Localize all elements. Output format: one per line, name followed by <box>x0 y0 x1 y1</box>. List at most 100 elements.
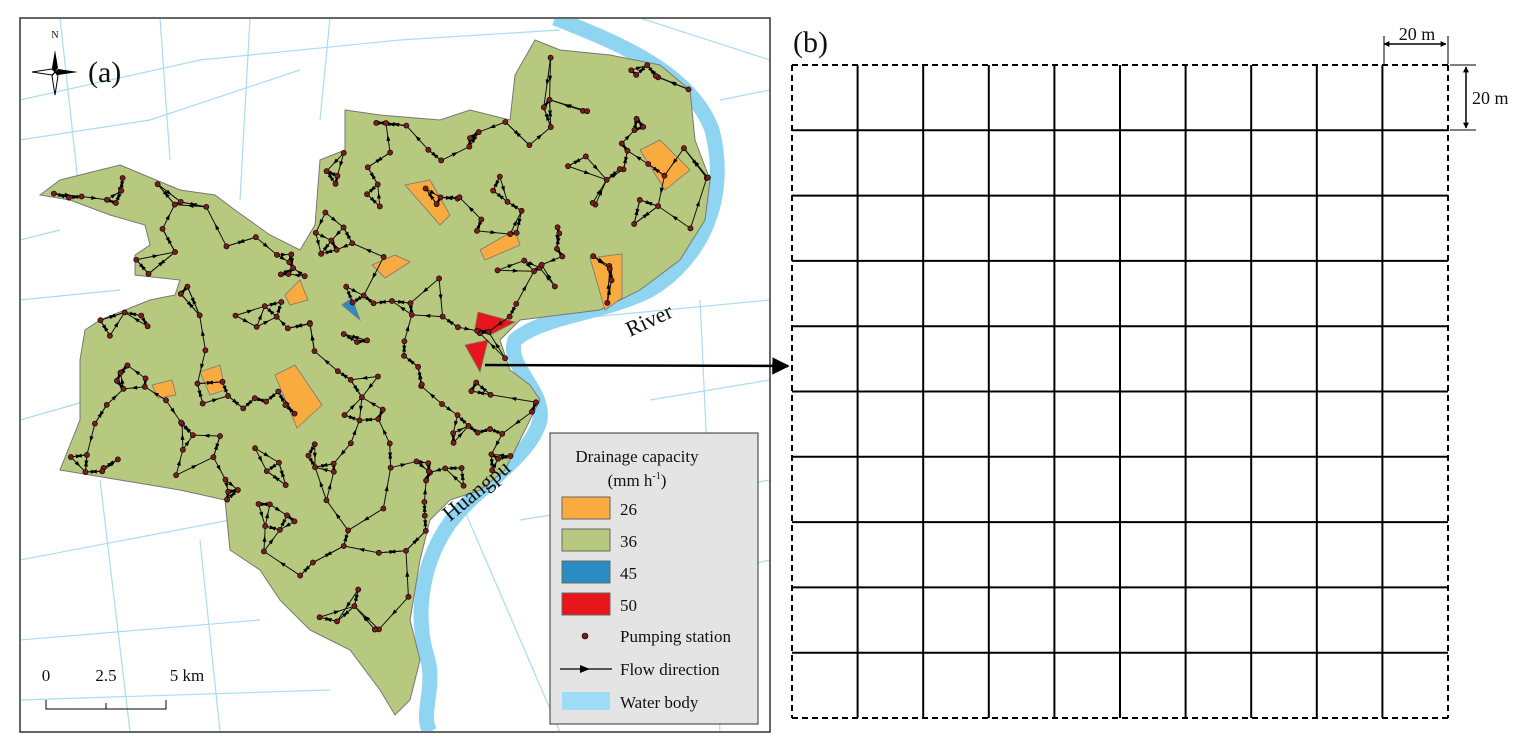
flow-arrow <box>415 135 421 142</box>
flow-arrow <box>671 215 678 221</box>
legend-label: Water body <box>620 693 699 712</box>
flow-arrow <box>268 538 274 545</box>
pumping-station <box>606 265 613 272</box>
flow-arrow <box>500 456 508 460</box>
pumping-station <box>307 320 313 327</box>
flow-arrow <box>379 300 386 305</box>
flow-arrow <box>355 295 362 301</box>
north-arrow: N <box>31 30 78 96</box>
flow-arrow <box>470 136 476 143</box>
pumping-station <box>251 395 258 402</box>
pumping-station <box>407 300 414 307</box>
flow-arrow <box>544 113 549 121</box>
flow-arrow <box>525 262 532 269</box>
pumping-station <box>379 406 386 413</box>
flow-arrow <box>422 505 427 512</box>
pumping-station <box>114 456 121 463</box>
pumping-station <box>474 429 481 436</box>
flow-arrow <box>335 230 341 237</box>
flow-arrow <box>176 459 181 466</box>
flow-arrow <box>273 476 280 482</box>
pumping-station <box>467 135 473 141</box>
pumping-station <box>356 417 363 424</box>
pumping-station <box>349 240 356 247</box>
pumping-station <box>334 172 341 179</box>
pumping-station <box>133 256 140 263</box>
flow-arrow <box>110 193 117 199</box>
flow-arrow <box>259 511 263 518</box>
pumping-station <box>333 246 340 253</box>
flow-arrow <box>649 68 655 75</box>
pumping-station <box>103 401 110 408</box>
pumping-station <box>645 161 652 167</box>
pumping-station <box>624 147 631 154</box>
flow-arrow <box>261 502 268 507</box>
pumping-station <box>66 194 72 201</box>
pumping-station <box>631 221 638 227</box>
flow-arrow <box>659 187 664 194</box>
flow-arrow <box>545 79 550 86</box>
flow-arrow <box>402 345 407 352</box>
flow-arrow <box>335 512 341 519</box>
pumping-station <box>261 548 267 555</box>
pumping-station <box>347 376 354 383</box>
pumping-station <box>655 203 661 210</box>
map <box>21 19 769 731</box>
flow-arrow <box>521 284 527 292</box>
pumping-station <box>439 313 446 320</box>
flow-arrow <box>372 272 377 279</box>
flow-arrow <box>400 463 407 468</box>
flow-arrow <box>388 122 395 127</box>
flow-arrow <box>513 130 520 136</box>
flow-arrow <box>405 325 410 332</box>
flow-arrow <box>206 380 213 385</box>
flow-arrow <box>375 158 382 164</box>
pumping-station <box>685 86 692 93</box>
flow-arrow <box>358 339 366 344</box>
pumping-station <box>263 468 270 474</box>
pumping-station <box>340 331 347 337</box>
pumping-station <box>178 419 184 426</box>
pumping-station <box>172 249 178 255</box>
pumping-station <box>355 586 362 593</box>
flow-arrow <box>495 180 500 187</box>
pumping-station <box>466 143 473 150</box>
legend-label: 45 <box>620 564 637 583</box>
pumping-station <box>144 323 151 330</box>
legend-swatch <box>561 528 611 552</box>
legend-unit: (mm h-1) <box>608 471 667 490</box>
pumping-station <box>334 368 341 375</box>
flow-arrow <box>565 104 572 109</box>
pumping-station <box>538 261 545 268</box>
pumping-station <box>442 465 449 472</box>
flow-arrow <box>419 462 425 469</box>
pumping-station <box>460 482 467 489</box>
pumping-station <box>349 299 356 306</box>
flow-arrow <box>340 449 346 456</box>
flow-arrow <box>583 170 591 174</box>
flow-arrow <box>369 401 376 407</box>
pumping-station <box>145 270 152 277</box>
pumping-station <box>380 505 387 512</box>
pumping-station <box>490 187 497 194</box>
flow-arrow <box>323 359 330 365</box>
pumping-station <box>330 468 337 475</box>
flow-arrow <box>343 610 350 616</box>
flow-arrow <box>228 481 234 487</box>
pumping-station <box>487 426 493 432</box>
pumping-station <box>473 379 480 386</box>
pumping-station <box>554 245 560 252</box>
flow-arrow <box>353 594 358 602</box>
flow-arrow <box>358 548 365 552</box>
pumping-station <box>705 174 711 181</box>
flow-arrow <box>495 440 500 447</box>
pumping-station <box>117 369 124 376</box>
legend-title: Drainage capacity <box>575 447 699 466</box>
flow-arrow <box>201 329 205 337</box>
pumping-station <box>421 512 428 519</box>
north-label: N <box>51 30 58 41</box>
flow-arrow <box>646 202 653 206</box>
pumping-station <box>418 381 425 388</box>
flow-arrow <box>371 173 376 180</box>
flow-arrow <box>180 433 185 440</box>
